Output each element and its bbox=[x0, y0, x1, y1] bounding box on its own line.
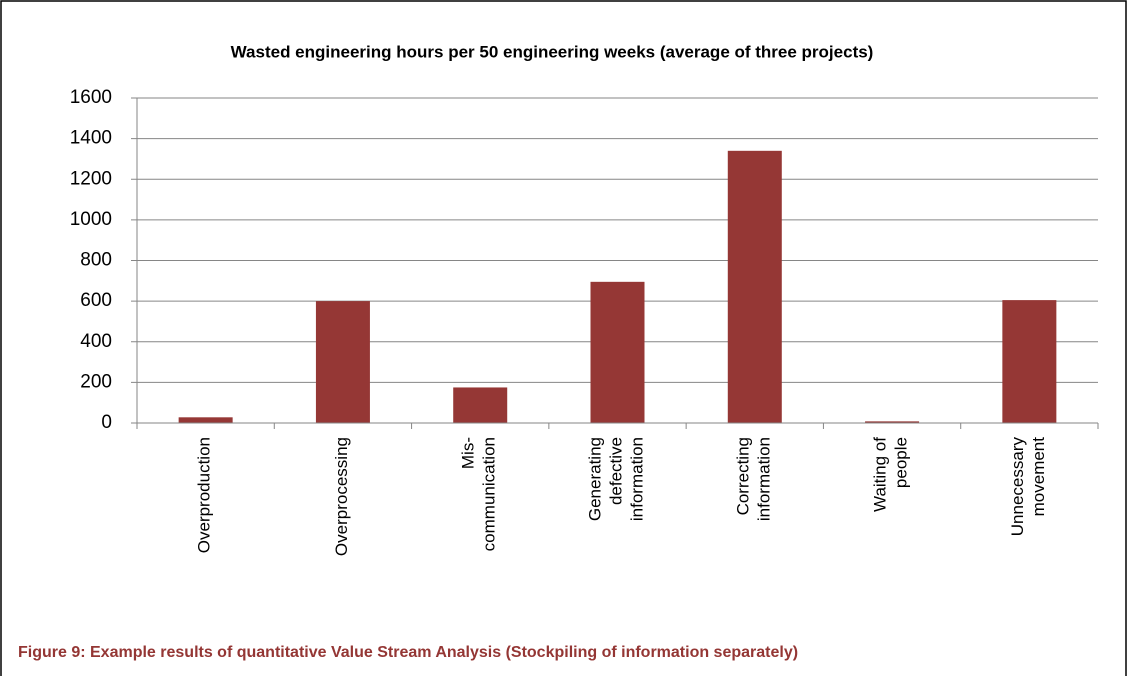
x-tick-label: Generating defective information bbox=[586, 437, 647, 521]
y-tick-label: 1000 bbox=[70, 209, 112, 230]
y-tick-label: 600 bbox=[80, 290, 112, 311]
x-tick-label: Mis-communication bbox=[459, 437, 499, 551]
chart-title: Wasted engineering hours per 50 engineer… bbox=[231, 42, 874, 61]
x-tick-label: Overprocessing bbox=[332, 437, 351, 556]
bar bbox=[178, 417, 233, 423]
x-tick-label: Overproduction bbox=[195, 437, 214, 553]
bar bbox=[590, 281, 645, 423]
bar bbox=[865, 421, 920, 423]
y-tick-label: 1400 bbox=[70, 128, 112, 149]
caption: Figure 9: Example results of quantitativ… bbox=[18, 644, 798, 661]
y-tick-label: 1200 bbox=[70, 168, 112, 189]
bar bbox=[1002, 300, 1057, 423]
x-tick-label: Unnecessary movement bbox=[1008, 437, 1048, 537]
y-tick-label: 200 bbox=[80, 371, 112, 392]
x-tick-label: Correcting information bbox=[734, 437, 774, 521]
x-tick-label: Waiting of people bbox=[871, 437, 911, 512]
y-tick-label: 400 bbox=[80, 331, 112, 352]
bar bbox=[453, 387, 508, 423]
bar bbox=[727, 150, 782, 423]
bar bbox=[315, 301, 370, 423]
y-tick-label: 0 bbox=[101, 412, 112, 433]
y-tick-label: 1600 bbox=[70, 87, 112, 108]
y-tick-label: 800 bbox=[80, 250, 112, 271]
